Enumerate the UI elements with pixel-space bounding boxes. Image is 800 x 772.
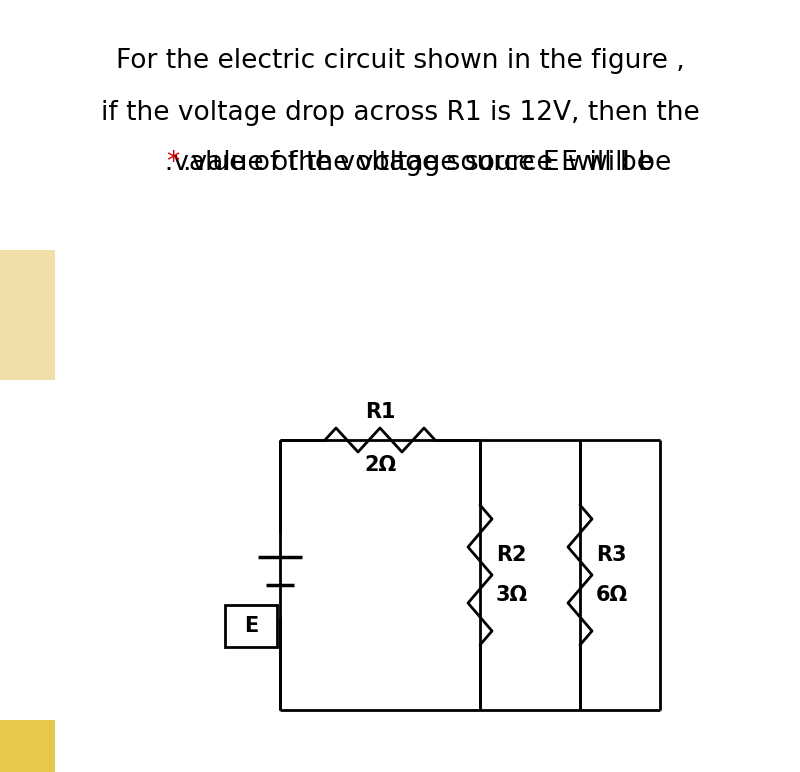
Bar: [0, 250, 55, 380]
Text: 6Ω: 6Ω: [596, 585, 628, 605]
Text: .value of the voltage source E will be: .value of the voltage source E will be: [183, 150, 671, 176]
Text: if the voltage drop across R1 is 12V, then the: if the voltage drop across R1 is 12V, th…: [101, 100, 699, 126]
Bar: [225, 605, 277, 647]
Text: R3: R3: [596, 545, 626, 565]
Text: * .value of the voltage source E will be: * .value of the voltage source E will be: [145, 150, 655, 176]
Text: 3Ω: 3Ω: [496, 585, 528, 605]
Text: E: E: [244, 616, 258, 636]
Text: .value of the voltage source E will be: .value of the voltage source E will be: [147, 150, 653, 176]
Text: 2Ω: 2Ω: [364, 455, 396, 475]
Text: R1: R1: [365, 402, 395, 422]
Bar: [0, 720, 55, 772]
Text: For the electric circuit shown in the figure ,: For the electric circuit shown in the fi…: [116, 48, 684, 74]
Text: *: *: [166, 150, 179, 176]
Text: R2: R2: [496, 545, 526, 565]
